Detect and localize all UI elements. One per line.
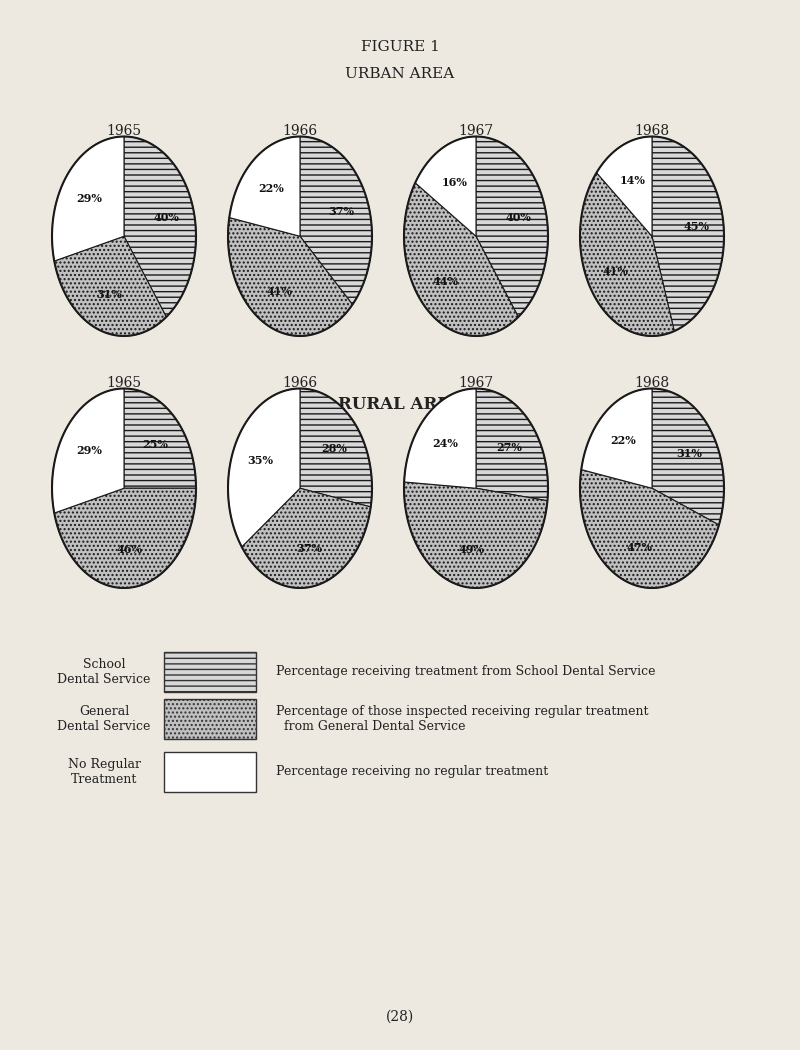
Text: URBAN AREA: URBAN AREA (346, 66, 454, 81)
Text: 22%: 22% (610, 435, 637, 446)
Text: General
Dental Service: General Dental Service (58, 706, 150, 733)
Polygon shape (300, 388, 372, 507)
Polygon shape (54, 236, 166, 336)
Text: 1967: 1967 (458, 124, 494, 139)
Polygon shape (242, 488, 370, 588)
Text: 24%: 24% (433, 438, 458, 448)
Polygon shape (652, 388, 724, 525)
Text: 28%: 28% (322, 443, 347, 455)
Polygon shape (597, 136, 652, 236)
Polygon shape (476, 388, 548, 501)
Text: 1968: 1968 (634, 124, 670, 139)
Text: 40%: 40% (506, 212, 531, 223)
Text: 49%: 49% (458, 544, 485, 555)
Text: Percentage of those inspected receiving regular treatment
  from General Dental : Percentage of those inspected receiving … (276, 706, 649, 733)
Polygon shape (52, 136, 124, 261)
Text: 37%: 37% (328, 206, 354, 217)
Text: 1968: 1968 (634, 376, 670, 391)
Text: FIGURE 1: FIGURE 1 (361, 40, 439, 55)
Text: 1966: 1966 (282, 124, 318, 139)
Text: 47%: 47% (626, 542, 653, 553)
Bar (164, 752, 256, 792)
Text: 1966: 1966 (282, 376, 318, 391)
Text: 44%: 44% (433, 276, 458, 287)
Text: 46%: 46% (117, 544, 142, 555)
Text: 1965: 1965 (106, 376, 142, 391)
Polygon shape (124, 388, 196, 488)
Text: 1965: 1965 (106, 124, 142, 139)
Text: School
Dental Service: School Dental Service (58, 658, 150, 686)
Text: 35%: 35% (247, 455, 274, 465)
Text: 45%: 45% (683, 222, 709, 232)
Text: RURAL AREA: RURAL AREA (338, 396, 462, 413)
Polygon shape (415, 136, 476, 236)
Polygon shape (54, 488, 196, 588)
Text: 25%: 25% (142, 439, 169, 450)
Polygon shape (230, 136, 300, 236)
Text: 29%: 29% (76, 193, 102, 204)
Text: 31%: 31% (676, 448, 702, 459)
Text: 22%: 22% (258, 183, 285, 194)
Text: No Regular
Treatment: No Regular Treatment (67, 758, 141, 785)
Polygon shape (124, 136, 196, 317)
Text: 27%: 27% (497, 442, 522, 453)
Polygon shape (404, 183, 518, 336)
Text: 1967: 1967 (458, 376, 494, 391)
Text: 41%: 41% (266, 286, 293, 297)
Polygon shape (580, 469, 719, 588)
Polygon shape (476, 136, 548, 317)
Polygon shape (580, 172, 674, 336)
Polygon shape (652, 136, 724, 331)
Bar (164, 652, 256, 692)
Text: 40%: 40% (154, 212, 179, 223)
Polygon shape (582, 388, 652, 488)
Text: (28): (28) (386, 1009, 414, 1024)
Text: Percentage receiving no regular treatment: Percentage receiving no regular treatmen… (276, 765, 548, 778)
Text: 41%: 41% (602, 266, 628, 276)
Text: 31%: 31% (96, 289, 122, 300)
Bar (164, 699, 256, 739)
Polygon shape (228, 388, 300, 547)
Text: Percentage receiving treatment from School Dental Service: Percentage receiving treatment from Scho… (276, 666, 655, 678)
Polygon shape (404, 482, 547, 588)
Text: 37%: 37% (297, 543, 322, 554)
Polygon shape (300, 136, 372, 304)
Polygon shape (228, 217, 353, 336)
Text: 14%: 14% (620, 174, 646, 186)
Polygon shape (52, 388, 124, 513)
Text: 29%: 29% (76, 445, 102, 456)
Polygon shape (404, 388, 476, 488)
Text: 16%: 16% (442, 176, 467, 188)
